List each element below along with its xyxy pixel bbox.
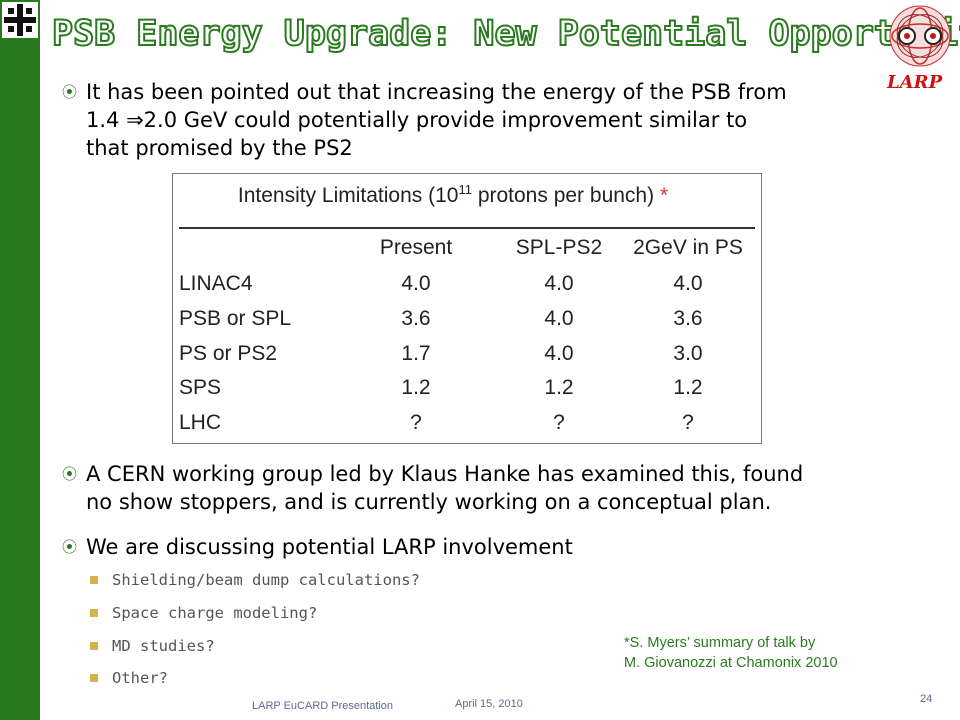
- footer-date: April 15, 2010: [455, 698, 523, 710]
- intensity-table: Intensity Limitations (1011 protons per …: [172, 173, 762, 444]
- table-cell: 3.6: [673, 307, 703, 330]
- row-label: PSB or SPL: [179, 307, 292, 330]
- left-sidebar-bar: [0, 0, 40, 720]
- square-icon: [90, 576, 98, 584]
- col-header-2gev: 2GeV in PS: [633, 236, 743, 259]
- sub-bullet-text: MD studies?: [112, 637, 215, 655]
- row-label: LHC: [179, 411, 222, 434]
- bullet-line: that promised by the PS2: [86, 136, 353, 160]
- sub-bullet-text: Space charge modeling?: [112, 604, 318, 622]
- sub-bullet-text: Shielding/beam dump calculations?: [112, 571, 420, 589]
- table-caption: Intensity Limitations (1011 protons per …: [237, 182, 669, 207]
- circled-dot-icon: ⦿: [62, 83, 78, 101]
- square-icon: [90, 609, 98, 617]
- circled-dot-icon: ⦿: [62, 465, 78, 483]
- row-label: PS or PS2: [179, 342, 278, 365]
- larp-logo-text: LARP: [887, 72, 943, 93]
- row-label: LINAC4: [179, 272, 253, 295]
- footnote-line: M. Giovanozzi at Chamonix 2010: [624, 655, 838, 671]
- footnote: *S. Myers’ summary of talk by M. Giovano…: [624, 633, 838, 673]
- sub-bullet: Space charge modeling?: [90, 604, 318, 622]
- square-icon: [90, 674, 98, 682]
- table-cell: 4.0: [544, 272, 574, 295]
- table-cell: ?: [553, 411, 565, 434]
- bullet-line: We are discussing potential LARP involve…: [86, 535, 573, 559]
- table-cell: 1.7: [401, 342, 431, 365]
- table-cell: 4.0: [544, 342, 574, 365]
- table-cell: 1.2: [401, 376, 431, 399]
- bullet-working-group: ⦿ A CERN working group led by Klaus Hank…: [62, 460, 804, 516]
- caption-exponent: 11: [458, 182, 472, 197]
- bullet-intro: ⦿ It has been pointed out that increasin…: [62, 78, 787, 162]
- caption-star: *: [659, 184, 669, 207]
- bullet-larp-involvement: ⦿ We are discussing potential LARP invol…: [62, 533, 573, 561]
- footer-presentation: LARP EuCARD Presentation: [252, 700, 394, 712]
- slide-title: PSB Energy Upgrade: New Potential Opport…: [51, 13, 960, 55]
- fermilab-logo-icon: [2, 2, 38, 38]
- square-icon: [90, 642, 98, 650]
- bullet-line: A CERN working group led by Klaus Hanke …: [86, 462, 804, 486]
- col-header-present: Present: [379, 236, 453, 259]
- table-cell: 3.0: [673, 342, 703, 365]
- table-cell: 4.0: [673, 272, 703, 295]
- table-cell: 4.0: [401, 272, 431, 295]
- page-number: 24: [920, 693, 933, 705]
- bullet-line: 1.4 ⇒2.0 GeV could potentially provide i…: [86, 108, 748, 132]
- col-header-spl-ps2: SPL-PS2: [515, 236, 603, 259]
- row-label: SPS: [179, 376, 222, 399]
- sub-bullet: Shielding/beam dump calculations?: [90, 571, 420, 589]
- bullet-line: no show stoppers, and is currently worki…: [86, 490, 772, 514]
- larp-emblem-icon: [889, 5, 951, 67]
- sub-bullet: MD studies?: [90, 637, 215, 655]
- sub-bullet: Other?: [90, 669, 168, 687]
- table-cell: 1.2: [544, 376, 574, 399]
- footnote-line: *S. Myers’ summary of talk by: [624, 635, 816, 651]
- table-cell: 3.6: [401, 307, 431, 330]
- table-cell: 1.2: [673, 376, 703, 399]
- table-divider: [179, 227, 755, 229]
- circled-dot-icon: ⦿: [62, 538, 78, 556]
- table-cell: 4.0: [544, 307, 574, 330]
- bullet-line: It has been pointed out that increasing …: [86, 80, 787, 104]
- table-cell: ?: [410, 411, 422, 434]
- table-cell: ?: [682, 411, 694, 434]
- sub-bullet-text: Other?: [112, 669, 168, 687]
